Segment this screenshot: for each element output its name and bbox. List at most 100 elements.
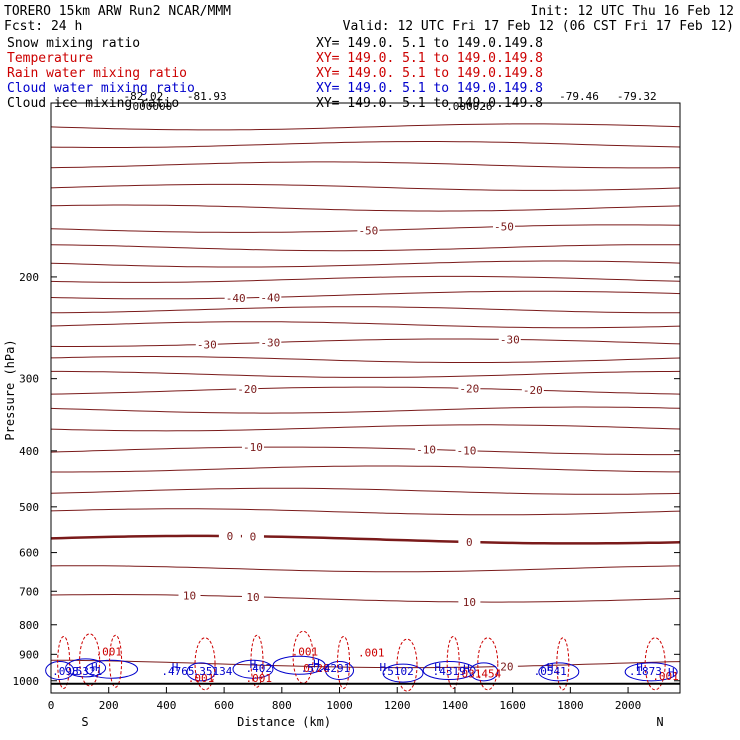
isotherm-label-bg: [218, 530, 241, 543]
init-time: Init: 12 UTC Thu 16 Feb 12: [531, 4, 735, 19]
isotherm-label: -30: [500, 333, 520, 346]
isotherm-label: 0: [227, 530, 234, 543]
legend-xy: XY= 149.0. 5.1 to 149.0.149.8: [316, 36, 543, 51]
x-axis-title: Distance (km): [237, 715, 331, 729]
legend-label: Rain water mixing ratio: [7, 66, 187, 81]
rain-water-contour: [292, 630, 314, 684]
cloud-water-contour: [382, 663, 424, 683]
plot-frame: [50, 102, 681, 694]
top-value-label: -82.02: [123, 90, 163, 103]
high-marker: H: [547, 661, 554, 674]
rain-water-contour: [396, 638, 418, 692]
x-tick-label: 1800: [557, 699, 584, 712]
isotherm-line: [50, 424, 681, 432]
rain-water-contour: [337, 636, 351, 690]
rain-value-label: .001: [245, 672, 272, 685]
legend-label: Cloud water mixing ratio: [7, 81, 195, 96]
high-marker: H: [463, 663, 470, 676]
cloud-value-label: .0541: [534, 665, 567, 678]
isotherm-label-bg: [241, 530, 264, 543]
valid-time: Valid: 12 UTC Fri 17 Feb 12 (06 CST Fri …: [343, 19, 734, 34]
isotherm-label: -20: [237, 383, 257, 396]
top-value-label: -79.46: [559, 90, 599, 103]
isotherm-label-bg: [241, 441, 264, 454]
isotherm--20: [50, 386, 681, 395]
isotherm-label: 0: [250, 530, 257, 543]
cloud-value-label: .402: [245, 662, 272, 675]
x-tick-label: 600: [214, 699, 234, 712]
y-tick-label: 200: [19, 271, 39, 284]
y-axis-title: Pressure (hPa): [3, 339, 17, 440]
cloud-water-contour: [45, 661, 75, 681]
rain-value-label: 0.20: [303, 662, 330, 675]
isotherm-label: -20: [523, 384, 543, 397]
cloud-water-contour: [325, 661, 355, 681]
isotherm-label: 10: [183, 589, 196, 602]
cloud-water-contour: [85, 659, 139, 679]
isotherm-line: [50, 204, 681, 212]
x-tick-label: 1200: [384, 699, 411, 712]
rain-value-label: .031454: [455, 668, 502, 681]
forecast-hour: Fcst: 24 h: [4, 19, 82, 34]
isotherm-label: -50: [494, 221, 514, 234]
x-end-label-right: N: [656, 715, 663, 729]
cloud-value-label: .35134: [193, 665, 233, 678]
cloud-water-contour: [65, 658, 107, 678]
isotherm-label-bg: [521, 384, 544, 397]
isotherm-20: [51, 659, 681, 669]
isotherm-line: [51, 370, 681, 378]
chart-header: TORERO 15km ARW Run2 NCAR/MMM Fcst: 24 h…: [4, 4, 734, 34]
isotherm-label-bg: [498, 333, 521, 346]
x-tick-label: 1000: [326, 699, 353, 712]
cloud-value-label: .4765: [161, 665, 194, 678]
high-marker: H: [172, 661, 179, 674]
cloud-value-label: .57: [301, 662, 321, 675]
cloud-value-label: .4319: [433, 665, 466, 678]
x-tick-label: 2000: [615, 699, 642, 712]
rain-value-label: .001: [652, 670, 679, 683]
x-tick-label: 800: [272, 699, 292, 712]
high-marker: H: [250, 658, 257, 671]
isotherm-label: 0: [466, 536, 473, 549]
isotherm-line: [50, 508, 681, 516]
isotherm-label: -20: [459, 382, 479, 395]
top-value-label: .000000: [126, 100, 172, 113]
cloud-value-label: .1873: [629, 665, 662, 678]
isotherm-line: [50, 406, 681, 414]
isotherm-line: [50, 183, 681, 191]
rain-value-label: .001: [292, 646, 319, 659]
cloud-water-contour: [232, 659, 274, 679]
isotherm--40: [50, 290, 681, 300]
high-marker: H: [668, 666, 675, 679]
isotherm--10: [50, 446, 681, 456]
isotherm-line: [50, 123, 681, 131]
isotherm-label-bg: [458, 595, 481, 608]
y-tick-label: 400: [19, 445, 39, 458]
isotherm-label: 10: [463, 596, 476, 609]
isotherm-line: [50, 141, 681, 148]
top-value-label: .000026: [446, 100, 492, 113]
rain-water-contour: [477, 637, 499, 691]
isotherm-line: [50, 321, 681, 329]
cloud-value-label: .4291: [317, 662, 350, 675]
rain-water-contour: [79, 633, 101, 687]
legend-xy: XY= 149.0. 5.1 to 149.0.149.8: [316, 51, 543, 66]
high-marker: H: [434, 661, 441, 674]
top-value-label: -81.93: [187, 90, 227, 103]
isotherm-label-bg: [241, 590, 264, 603]
isotherm-label: -10: [457, 445, 477, 458]
isotherm-line: [50, 306, 680, 314]
isotherm-line: [50, 161, 681, 169]
rain-water-contour: [109, 634, 123, 688]
rain-value-label: .001: [95, 646, 122, 659]
y-tick-label: 800: [19, 619, 39, 632]
isotherm-label: -40: [226, 292, 246, 305]
isotherm-line: [50, 260, 681, 268]
high-marker: H: [91, 661, 98, 674]
isotherm-label-bg: [458, 536, 481, 549]
x-tick-label: 1400: [442, 699, 469, 712]
rain-water-contour: [644, 637, 666, 691]
rain-water-contour: [250, 634, 264, 688]
y-tick-label: 1000: [13, 675, 40, 688]
